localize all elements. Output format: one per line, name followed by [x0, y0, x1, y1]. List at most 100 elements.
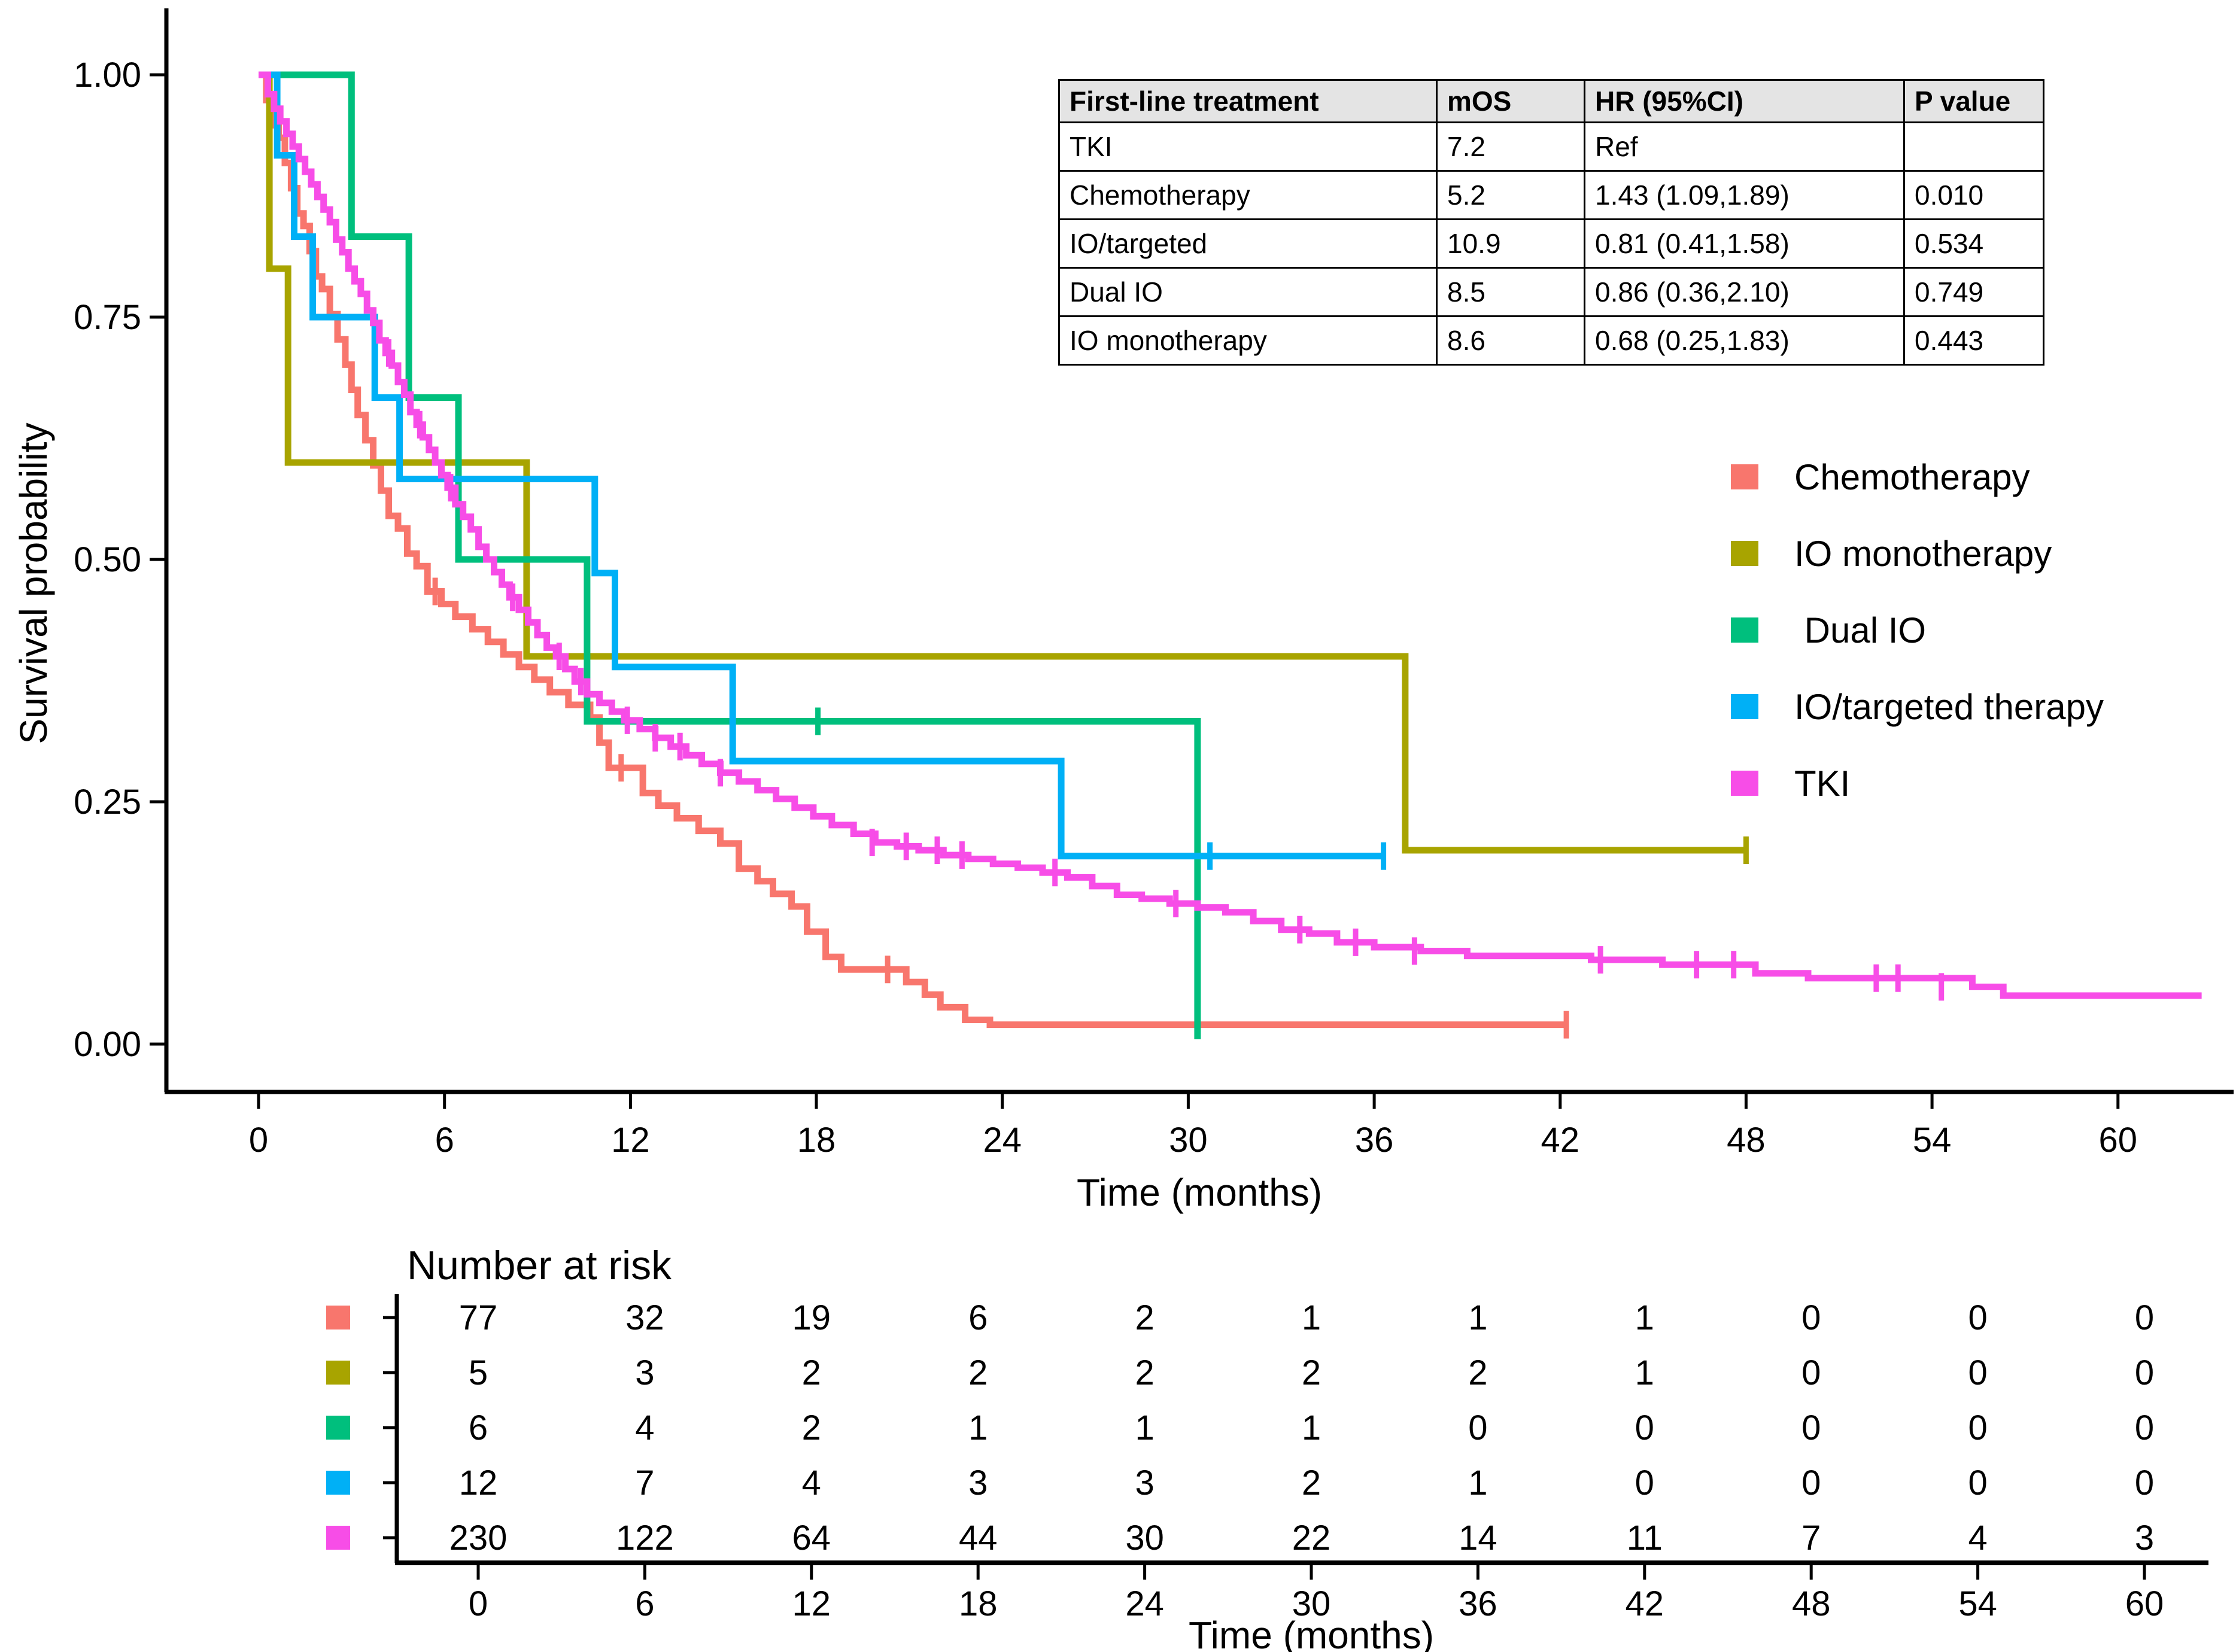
- x-tick-label: 18: [797, 1121, 836, 1160]
- risk-count: 7: [635, 1464, 654, 1502]
- stats-table-cell: IO/targeted: [1058, 218, 1438, 269]
- x-tick-label: 60: [2099, 1121, 2138, 1160]
- legend-key-swatch: [1731, 617, 1758, 643]
- risk-count: 77: [459, 1298, 498, 1337]
- x-tick-label: 48: [1727, 1121, 1766, 1160]
- stats-table-cell: Dual IO: [1058, 267, 1438, 317]
- risk-count: 1: [1302, 1408, 1321, 1447]
- x-tick-label: 6: [435, 1121, 454, 1160]
- risk-count: 1: [1135, 1408, 1154, 1447]
- inset-stats-table: First-line treatment mOS HR (95%CI) P value…: [1058, 79, 2044, 366]
- risk-count: 3: [1135, 1464, 1154, 1502]
- risk-count: 1: [1468, 1464, 1487, 1502]
- risk-count: 0: [1635, 1464, 1654, 1502]
- risk-count: 32: [625, 1298, 664, 1337]
- stats-table-cell: 0.68 (0.25,1.83): [1584, 315, 1905, 366]
- risk-x-tick-label: 12: [792, 1584, 831, 1623]
- stats-header-cell: mOS: [1436, 79, 1585, 123]
- risk-count: 2: [802, 1353, 821, 1392]
- risk-row-key-swatch: [326, 1471, 350, 1495]
- risk-row-key-swatch: [326, 1306, 350, 1329]
- stats-header-cell: HR (95%CI): [1584, 79, 1905, 123]
- legend-label: IO monotherapy: [1794, 533, 2052, 574]
- legend-item: TKI: [1731, 745, 2104, 822]
- legend-label: IO/targeted therapy: [1794, 686, 2104, 727]
- legend-item: Dual IO: [1731, 592, 2104, 668]
- risk-count: 2: [1302, 1464, 1321, 1502]
- stats-table-cell: 0.443: [1903, 315, 2044, 366]
- legend-label: Dual IO: [1794, 610, 1927, 650]
- legend-item: Chemotherapy: [1731, 439, 2104, 515]
- risk-count: 0: [1635, 1408, 1654, 1447]
- stats-table-cell: 10.9: [1436, 218, 1585, 269]
- x-tick-label: 24: [983, 1121, 1022, 1160]
- risk-count: 3: [968, 1464, 988, 1502]
- risk-x-tick-label: 6: [635, 1584, 654, 1623]
- stats-table-cell: 1.43 (1.09,1.89): [1584, 170, 1905, 220]
- risk-count: 0: [1801, 1464, 1821, 1502]
- x-tick-label: 54: [1913, 1121, 1952, 1160]
- x-tick-label: 30: [1169, 1121, 1208, 1160]
- risk-count: 1: [1635, 1353, 1654, 1392]
- stats-table-row: Chemotherapy 5.2 1.43 (1.09,1.89) 0.010: [1058, 170, 2044, 220]
- legend-label: TKI: [1794, 763, 1851, 804]
- risk-x-tick-label: 48: [1792, 1584, 1831, 1623]
- legend-label: Chemotherapy: [1794, 457, 2030, 497]
- risk-count: 0: [1968, 1408, 1987, 1447]
- risk-count: 2: [968, 1353, 988, 1392]
- risk-count: 0: [1801, 1298, 1821, 1337]
- risk-count: 22: [1292, 1519, 1331, 1557]
- stats-table-cell: [1903, 121, 2044, 172]
- stats-table-cell: 5.2: [1436, 170, 1585, 220]
- risk-x-tick-label: 36: [1459, 1584, 1497, 1623]
- risk-count: 12: [459, 1464, 498, 1502]
- legend-item: IO monotherapy: [1731, 515, 2104, 592]
- stats-table-cell: 0.86 (0.36,2.10): [1584, 267, 1905, 317]
- risk-count: 30: [1125, 1519, 1164, 1557]
- risk-count: 1: [1468, 1298, 1487, 1337]
- risk-count: 6: [469, 1408, 488, 1447]
- legend-key-swatch: [1731, 771, 1758, 796]
- risk-x-tick-label: 18: [959, 1584, 998, 1623]
- risk-count: 2: [1468, 1353, 1487, 1392]
- risk-count: 3: [2135, 1519, 2154, 1557]
- legend-key-swatch: [1731, 694, 1758, 719]
- risk-count: 44: [959, 1519, 998, 1557]
- risk-x-tick-label: 60: [2125, 1584, 2164, 1623]
- risk-count: 0: [1801, 1353, 1821, 1392]
- risk-count: 4: [802, 1464, 821, 1502]
- risk-count: 5: [469, 1353, 488, 1392]
- axes-layer: 1.00 0.75 0.50 0.25 0.00 0 6 12 18 24 30 36 42 48 54 60: [74, 8, 2234, 1160]
- stats-table-cell: 0.81 (0.41,1.58): [1584, 218, 1905, 269]
- km-curve-io-targeted-therapy: [259, 71, 1384, 860]
- y-axis-title: Survival probability: [12, 422, 55, 744]
- y-tick-label: 1.00: [74, 56, 141, 95]
- x-tick-label: 36: [1355, 1121, 1394, 1160]
- risk-row-key-swatch: [326, 1416, 350, 1440]
- risk-count: 2: [1302, 1353, 1321, 1392]
- risk-count: 0: [2135, 1298, 2154, 1337]
- stats-table-cell: 8.6: [1436, 315, 1585, 366]
- risk-count: 1: [968, 1408, 988, 1447]
- risk-x-tick-label: 30: [1292, 1584, 1331, 1623]
- survival-curves-layer: [259, 71, 2202, 1039]
- risk-x-tick-label: 24: [1125, 1584, 1164, 1623]
- legend-key-swatch: [1731, 464, 1758, 489]
- risk-count: 1: [1302, 1298, 1321, 1337]
- x-tick-label: 42: [1541, 1121, 1580, 1160]
- stats-header-cell: P value: [1903, 79, 2044, 123]
- y-tick-label: 0.75: [74, 298, 141, 337]
- risk-x-tick-label: 42: [1626, 1584, 1664, 1623]
- stats-table-cell: 7.2: [1436, 121, 1585, 172]
- risk-count: 0: [1968, 1464, 1987, 1502]
- risk-count: 0: [2135, 1408, 2154, 1447]
- risk-count: 2: [802, 1408, 821, 1447]
- risk-count: 0: [1801, 1408, 1821, 1447]
- risk-count: 14: [1459, 1519, 1497, 1557]
- risk-count: 0: [2135, 1464, 2154, 1502]
- risk-count: 122: [616, 1519, 674, 1557]
- km-curve-io-monotherapy: [259, 71, 1746, 854]
- risk-count: 4: [1968, 1519, 1987, 1557]
- y-tick-label: 0.00: [74, 1025, 141, 1064]
